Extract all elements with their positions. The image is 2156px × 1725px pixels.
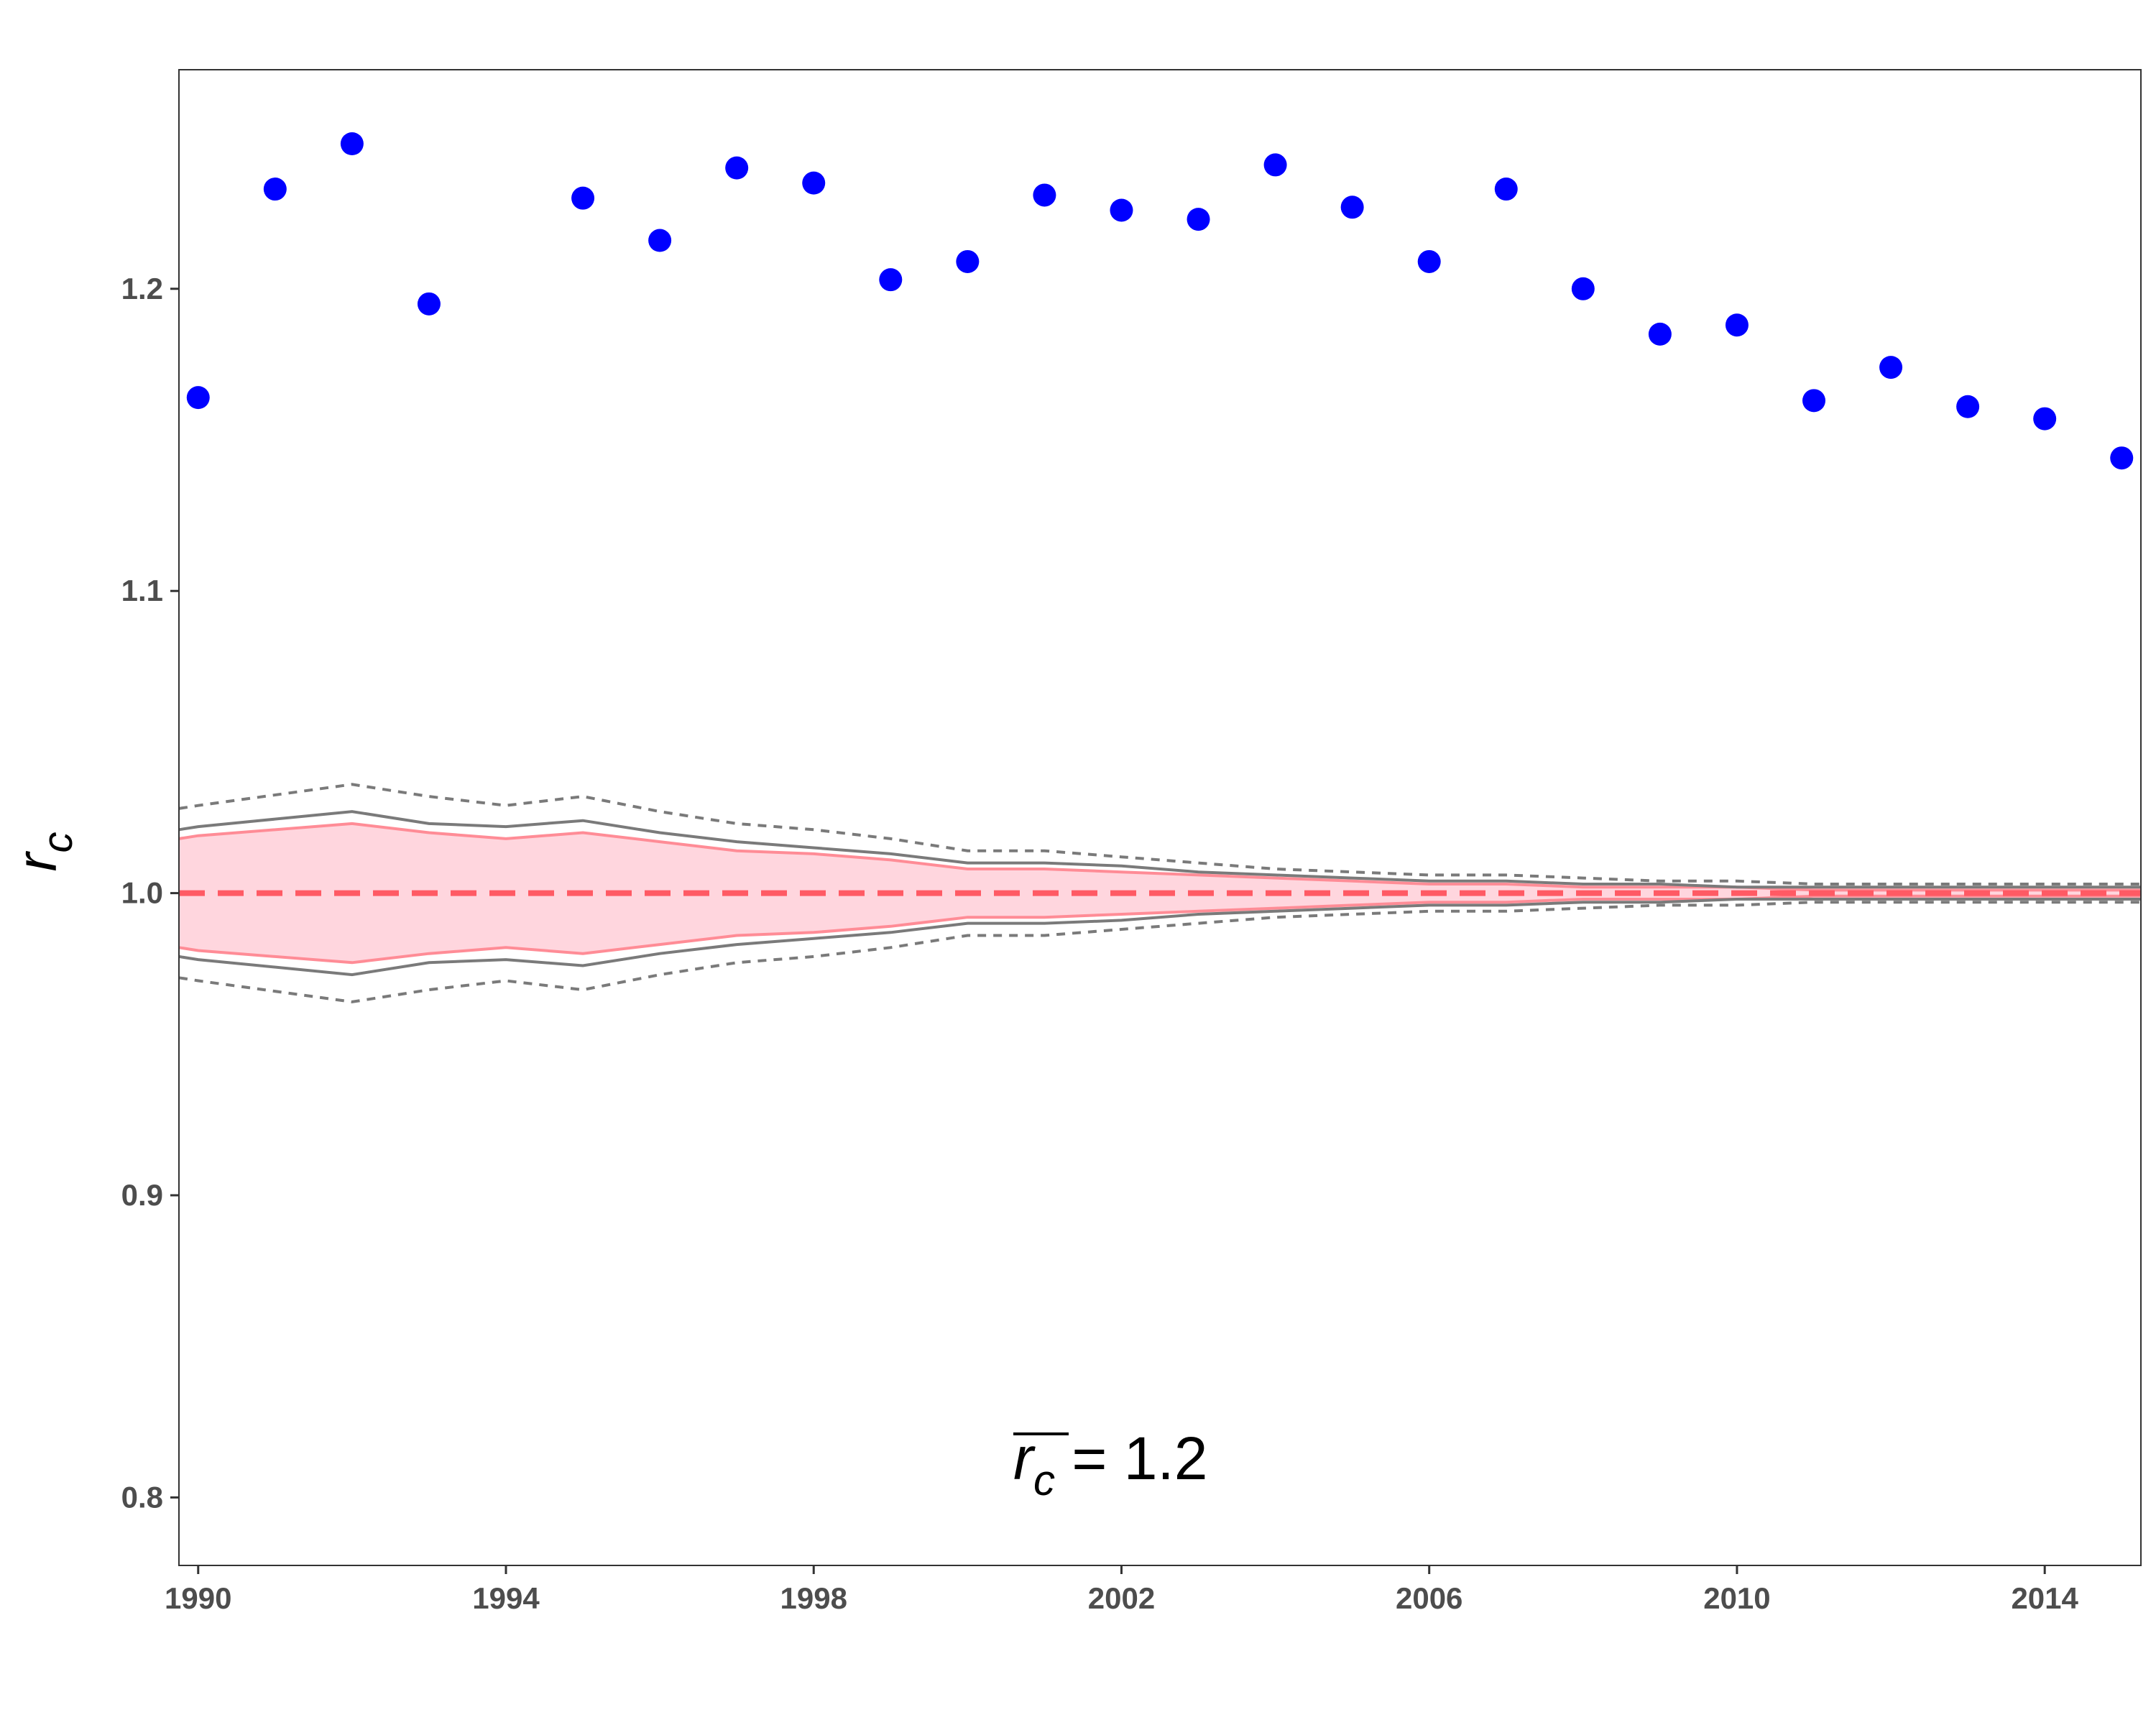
data-point	[2033, 407, 2057, 431]
x-tick-label: 1990	[165, 1581, 231, 1615]
x-tick-label: 2002	[1088, 1581, 1155, 1615]
data-point	[1417, 249, 1441, 273]
band-outer-lower-line	[178, 901, 2141, 1003]
data-point	[1110, 198, 1133, 222]
band-outer-upper-line	[178, 783, 2141, 886]
y-tick-label: 1.1	[121, 574, 163, 607]
data-point	[1956, 395, 1980, 418]
plot-panel-border	[178, 69, 2142, 1566]
data-point	[1802, 389, 1825, 413]
x-tick-label: 2010	[1703, 1581, 1770, 1615]
x-axis: 1990 1994 1998 2002 2006 2010 2014	[165, 1565, 2079, 1615]
data-point	[1879, 356, 1903, 380]
band-inner-upper-line	[178, 822, 2141, 892]
x-tick-label: 1998	[780, 1581, 847, 1615]
data-point	[725, 156, 749, 180]
data-point	[802, 171, 826, 195]
y-axis: 0.8 0.9 1.0 1.1 1.2	[121, 272, 179, 1514]
data-point	[1340, 196, 1364, 219]
x-tick-label: 2014	[2011, 1581, 2078, 1615]
data-point	[1725, 313, 1749, 337]
data-point	[1187, 208, 1210, 231]
mean-annotation: rc = 1.2	[1013, 1425, 1208, 1504]
data-point	[648, 229, 672, 252]
data-point	[1648, 322, 1672, 346]
mean-annotation-subscript: c	[1033, 1456, 1055, 1504]
data-points	[186, 132, 2134, 470]
y-tick-label: 0.9	[121, 1178, 163, 1212]
y-tick-label: 1.2	[121, 272, 163, 305]
data-point	[417, 292, 441, 316]
data-point	[956, 249, 980, 273]
data-point	[879, 268, 903, 292]
data-point	[186, 386, 210, 410]
y-axis-title-subscript: c	[34, 832, 81, 853]
band-mid-upper-line	[178, 810, 2141, 889]
band-inner-lower-line	[178, 894, 2141, 965]
y-axis-title-symbol: r	[5, 850, 68, 871]
y-axis-title: rc	[5, 832, 81, 872]
data-point	[1263, 153, 1287, 177]
x-tick-label: 1994	[472, 1581, 540, 1615]
band-mid-lower-line	[178, 898, 2141, 977]
svg-text:rc = 1.2: rc = 1.2	[1013, 1425, 1208, 1504]
data-point	[2110, 446, 2134, 470]
y-tick-label: 0.8	[121, 1480, 163, 1514]
data-point	[1033, 183, 1056, 207]
x-tick-label: 2006	[1396, 1581, 1462, 1615]
data-point	[340, 132, 364, 155]
data-point	[1571, 277, 1595, 300]
mean-annotation-value: = 1.2	[1055, 1425, 1208, 1492]
data-point	[1494, 178, 1518, 201]
data-point	[263, 178, 287, 201]
mean-annotation-symbol: r	[1013, 1425, 1036, 1492]
data-point	[571, 186, 595, 210]
y-tick-label: 1.0	[121, 876, 163, 910]
